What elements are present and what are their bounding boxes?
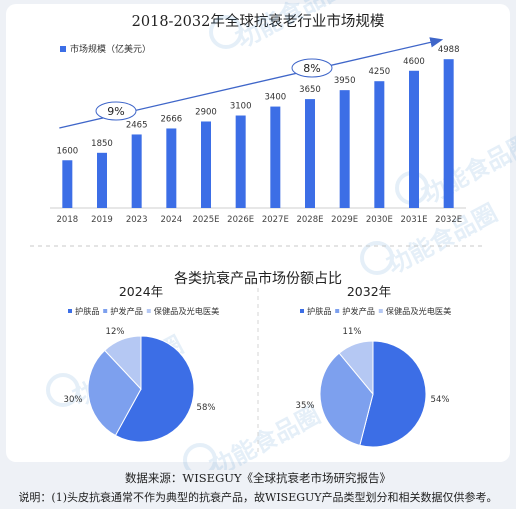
- x-tick-label: 2025E: [192, 215, 219, 225]
- x-tick-label: 2023: [126, 215, 148, 225]
- bar-value-label: 4600: [403, 57, 425, 67]
- bar-value-label: 4250: [369, 67, 391, 77]
- pie-title: 2024年: [119, 284, 163, 299]
- bar: [235, 115, 246, 208]
- footer-source: 数据来源：WISEGUY《全球抗衰老市场研究报告》: [124, 471, 392, 485]
- pie-slice: [87, 349, 142, 437]
- x-tick-label: 2028E: [296, 215, 323, 225]
- bar: [374, 81, 385, 208]
- bar: [201, 121, 211, 208]
- pie-percent-label: 12%: [106, 327, 125, 337]
- growth-rate-annotation: 8%: [291, 58, 333, 78]
- footer-note: 说明：(1)头皮抗衰通常不作为典型的抗衰产品，故WISEGUY产品类型划分和相关…: [18, 491, 498, 504]
- watermark-text: 功能食品圈: [418, 129, 516, 210]
- bar-value-label: 4988: [438, 45, 460, 55]
- pie-slice: [319, 352, 374, 446]
- chart-title: 2018-2032年全球抗衰老行业市场规模: [131, 14, 385, 30]
- bar-value-label: 3100: [230, 102, 252, 112]
- growth-rate-annotation: 9%: [95, 101, 137, 121]
- bar: [62, 160, 73, 208]
- x-tick-label: 2032E: [435, 215, 462, 225]
- bar-legend: 市场规模（亿美元）: [60, 43, 151, 55]
- bar-value-label: 3400: [265, 93, 287, 103]
- pie-percent-label: 54%: [431, 395, 450, 405]
- bar-value-label: 2465: [126, 120, 148, 130]
- bar-value-label: 1850: [91, 139, 113, 149]
- pie-percent-label: 11%: [343, 327, 362, 337]
- bar: [131, 134, 142, 208]
- pie-legend-swatch: [335, 309, 340, 313]
- pie-legend-label: 保健品及光电医美: [154, 306, 220, 316]
- pie-percent-label: 30%: [64, 395, 83, 405]
- pie-legend-label: 保健品及光电医美: [386, 306, 452, 316]
- pie-slice: [114, 335, 195, 443]
- pie-legend-swatch: [146, 309, 151, 313]
- legend-swatch: [60, 46, 66, 52]
- growth-rate-label: 8%: [303, 62, 320, 75]
- bar: [270, 106, 281, 208]
- pie-legend-label: 护发产品: [110, 306, 143, 316]
- pie-legend-swatch: [103, 309, 108, 313]
- pie-title: 2032年: [347, 284, 391, 299]
- pie-legend-swatch: [68, 309, 72, 313]
- section2-title: 各类抗衰产品市场份额占比: [174, 271, 342, 287]
- bar: [166, 128, 177, 208]
- pie-percent-label: 58%: [197, 403, 216, 413]
- x-tick-label: 2030E: [366, 215, 393, 225]
- pie-slice: [338, 340, 374, 396]
- bar: [97, 152, 107, 208]
- x-tick-label: 2024: [161, 215, 183, 225]
- x-tick-label: 2027E: [262, 215, 289, 225]
- watermark-text: 功能食品圈: [206, 401, 325, 470]
- pie-slice: [359, 340, 427, 448]
- pie-legend-label: 护发产品: [342, 306, 375, 316]
- bar: [339, 90, 350, 208]
- pie-slice: [104, 335, 142, 391]
- pie-legend-label: 护肤品: [307, 306, 332, 316]
- bar-value-label: 2666: [161, 114, 183, 124]
- pie-percent-label: 35%: [296, 401, 315, 411]
- x-tick-label: 2029E: [331, 215, 358, 225]
- bar-value-label: 1600: [57, 146, 79, 156]
- chart-canvas: 功能食品圈功能食品圈功能食品圈功能食品圈功能食品圈 市场规模（亿美元）16002…: [30, 0, 516, 470]
- watermark: 功能食品圈: [209, 0, 351, 54]
- pie-legend-swatch: [378, 309, 383, 313]
- growth-rate-label: 9%: [107, 105, 124, 118]
- watermark-text: 功能食品圈: [232, 0, 351, 54]
- x-tick-label: 2026E: [227, 215, 254, 225]
- bar-value-label: 3950: [334, 76, 356, 86]
- legend-label: 市场规模（亿美元）: [70, 43, 151, 55]
- bar-value-label: 2900: [195, 107, 217, 117]
- x-tick-label: 2019: [91, 215, 113, 225]
- bar: [409, 70, 419, 209]
- x-tick-label: 2018: [57, 215, 79, 225]
- pie-legend-label: 护肤品: [75, 306, 100, 316]
- x-tick-label: 2031E: [400, 215, 427, 225]
- bar: [443, 59, 454, 209]
- bar-value-label: 3650: [299, 85, 321, 95]
- pie-legend-swatch: [300, 309, 304, 313]
- bar: [305, 99, 315, 208]
